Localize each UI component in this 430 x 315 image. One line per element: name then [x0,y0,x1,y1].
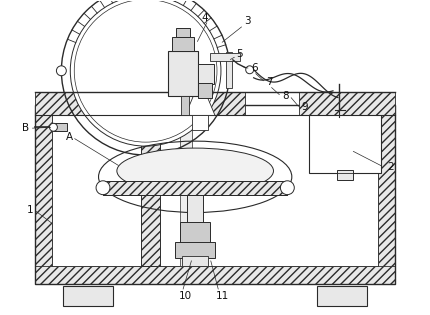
Bar [182,256,208,266]
Ellipse shape [117,148,273,194]
Bar [141,92,160,266]
Bar [52,106,378,266]
Bar [337,170,353,180]
Bar [53,123,68,131]
Bar [34,266,396,284]
Circle shape [246,66,254,74]
Bar [160,92,245,115]
Circle shape [56,66,66,76]
Circle shape [49,123,57,131]
Text: 10: 10 [179,291,192,301]
Bar [180,92,192,266]
Circle shape [70,0,221,146]
Bar [63,286,113,306]
Text: 1: 1 [26,204,33,215]
Bar [181,95,189,115]
Text: 6: 6 [251,63,258,73]
Text: 2: 2 [387,162,394,172]
Bar [103,181,287,195]
Text: 3: 3 [244,16,251,26]
Bar [175,242,215,258]
Text: 9: 9 [301,102,307,112]
Text: A: A [66,132,73,142]
Text: 8: 8 [282,90,289,100]
Bar [299,92,396,115]
Bar [378,106,396,284]
Bar [34,106,52,284]
Bar [169,51,198,95]
Bar [309,108,381,173]
Bar [34,92,160,115]
Text: 4: 4 [202,13,209,23]
Bar [187,195,203,224]
Bar [141,92,160,266]
Bar [210,53,240,61]
Text: 11: 11 [215,291,229,301]
Bar [34,106,396,284]
Circle shape [280,181,294,195]
Bar [198,64,214,84]
Bar [172,37,194,51]
Circle shape [96,181,110,195]
Bar [226,52,232,88]
Bar [176,28,190,37]
Bar [198,83,212,98]
Bar [180,222,210,244]
Bar [317,286,367,306]
Text: 5: 5 [237,49,243,59]
Bar [192,115,208,130]
Bar [103,181,287,195]
Text: 7: 7 [266,77,273,87]
Polygon shape [185,92,215,115]
Text: B: B [22,123,29,133]
